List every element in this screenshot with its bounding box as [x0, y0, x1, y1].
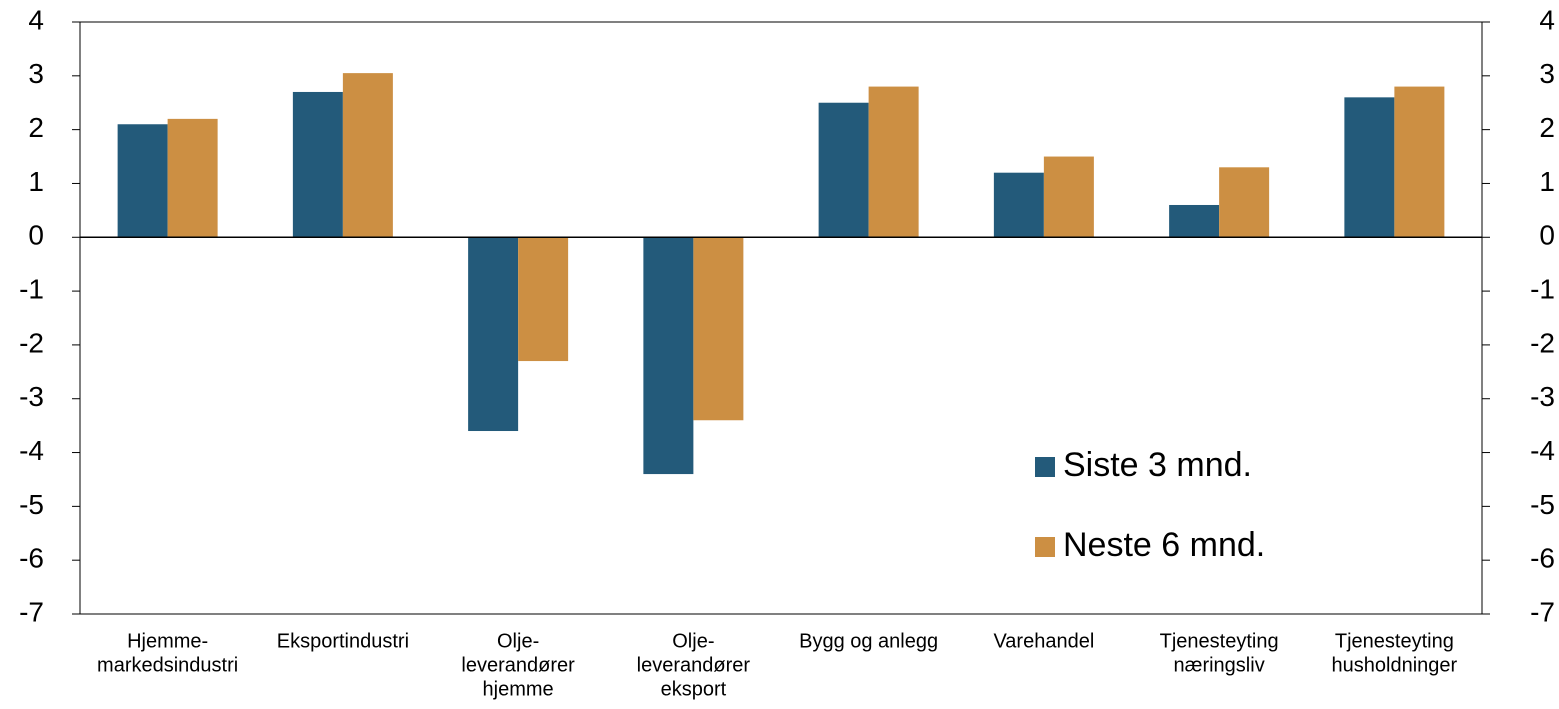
y2-tick-label: 4 — [1539, 4, 1555, 35]
bar — [868, 86, 919, 238]
y2-tick-label: -5 — [1530, 489, 1555, 520]
x-tick-label: markedsindustri — [97, 654, 238, 676]
y-tick-label: 3 — [28, 58, 44, 89]
y-tick-label: -3 — [19, 381, 44, 412]
x-tick-label: Tjenesteyting — [1335, 630, 1454, 652]
y2-tick-label: -1 — [1530, 273, 1555, 304]
x-tick-label: leverandører — [461, 654, 575, 676]
y2-tick-label: -2 — [1530, 327, 1555, 358]
x-tick-label: næringsliv — [1174, 654, 1265, 676]
bar — [1043, 156, 1094, 238]
bar — [1219, 167, 1270, 238]
y2-tick-label: -3 — [1530, 381, 1555, 412]
y2-tick-label: 1 — [1539, 166, 1555, 197]
y2-tick-label: -6 — [1530, 543, 1555, 574]
y-tick-label: 2 — [28, 112, 44, 143]
x-tick-label: Hjemme- — [127, 630, 208, 652]
legend-swatch — [1035, 457, 1055, 477]
bar — [643, 237, 694, 475]
y-tick-label: -6 — [19, 543, 44, 574]
bar — [342, 73, 393, 238]
bar — [167, 118, 218, 238]
bar — [818, 102, 869, 238]
y-tick-label: 0 — [28, 220, 44, 251]
y-tick-label: -1 — [19, 273, 44, 304]
x-tick-label: Bygg og anlegg — [799, 630, 938, 652]
x-tick-label: hjemme — [483, 678, 554, 700]
x-tick-label: Eksportindustri — [277, 630, 409, 652]
x-tick-label: Olje- — [497, 630, 539, 652]
y2-tick-label: 3 — [1539, 58, 1555, 89]
y2-tick-label: 2 — [1539, 112, 1555, 143]
legend-swatch — [1035, 537, 1055, 557]
x-tick-label: leverandører — [637, 654, 751, 676]
plot-frame — [79, 21, 1483, 615]
legend-label: Neste 6 mnd. — [1063, 526, 1265, 564]
x-tick-label: Olje- — [672, 630, 714, 652]
y-tick-label: -7 — [19, 596, 44, 627]
x-tick-label: husholdninger — [1332, 654, 1458, 676]
bar — [693, 237, 744, 421]
bar — [468, 237, 519, 432]
legend-label: Siste 3 mnd. — [1063, 446, 1252, 484]
x-tick-label: eksport — [661, 678, 727, 700]
y-tick-label: 1 — [28, 166, 44, 197]
x-tick-label: Varehandel — [993, 630, 1094, 652]
y-tick-label: 4 — [28, 4, 44, 35]
bar — [993, 172, 1044, 238]
y2-tick-label: -4 — [1530, 435, 1555, 466]
y2-tick-label: 0 — [1539, 220, 1555, 251]
y-tick-label: -4 — [19, 435, 44, 466]
y2-tick-label: -7 — [1530, 596, 1555, 627]
x-tick-label: Tjenesteyting — [1160, 630, 1279, 652]
bar — [292, 91, 343, 238]
bar — [1169, 204, 1220, 238]
y-tick-label: -5 — [19, 489, 44, 520]
bar — [518, 237, 569, 362]
bar — [117, 124, 168, 238]
y-tick-label: -2 — [19, 327, 44, 358]
bar — [1344, 97, 1395, 238]
bar — [1394, 86, 1445, 238]
